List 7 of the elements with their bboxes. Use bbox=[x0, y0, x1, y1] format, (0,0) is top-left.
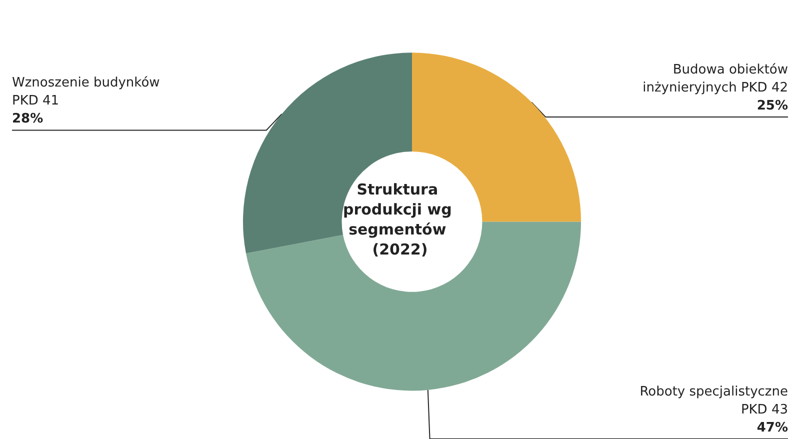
slice-label: Roboty specjalistyczne PKD 43 bbox=[640, 384, 788, 418]
slice-label: Wznoszenie budynków PKD 41 bbox=[12, 76, 160, 109]
data-label: 47% bbox=[756, 420, 788, 436]
data-label: 25% bbox=[756, 98, 788, 114]
data-label: 28% bbox=[12, 112, 44, 127]
text: Struktura produkcji wg segmentów (2022) bbox=[342, 180, 458, 258]
slice-label: Budowa obiektów inżynieryjnych PKD 42 bbox=[642, 62, 788, 96]
